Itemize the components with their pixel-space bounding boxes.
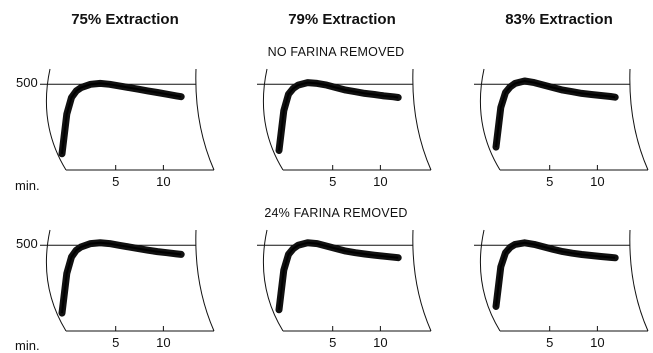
panel-1-3-left-axis	[479, 68, 501, 171]
panel-2-3-trace-line	[495, 241, 616, 307]
panel-2-1-x-tick-label-5: 5	[112, 335, 119, 350]
row-title-no-farina: NO FARINA REMOVED	[267, 45, 405, 59]
x-unit-label-row1: min.	[15, 178, 40, 193]
panel-1-1-x-tick-label-5: 5	[112, 174, 119, 189]
panel-2-2-trace-line	[278, 241, 399, 310]
panel-2-2-trace-band	[275, 239, 402, 314]
panel-1-3-right-axis	[629, 68, 649, 171]
panel-1-2-x-tick-label-5: 5	[329, 174, 336, 189]
x-unit-label-row2: min.	[15, 338, 40, 353]
panel-2-2-right-axis	[412, 229, 432, 332]
y-tick-500-row1: 500	[16, 75, 38, 90]
panel-2-2-x-tick-label-5: 5	[329, 335, 336, 350]
panel-2-1-x-tick-label-10: 10	[156, 335, 170, 350]
panel-2-3-x-tick-label-10: 10	[590, 335, 604, 350]
panel-2-1-trace-band	[58, 239, 185, 317]
panel-2-3-trace-band	[492, 239, 619, 310]
panel-2-1-trace-line	[61, 241, 182, 314]
panel-1-1-left-axis	[45, 68, 67, 171]
panel-1-2-left-axis	[262, 68, 284, 171]
row-title-24-farina: 24% FARINA REMOVED	[264, 206, 408, 220]
panel-2-1-left-axis	[45, 229, 67, 332]
panel-1-3-x-tick-label-5: 5	[546, 174, 553, 189]
panel-2-2-x-tick-label-10: 10	[373, 335, 387, 350]
panel-1-2-x-tick-label-10: 10	[373, 174, 387, 189]
panel-1-2-right-axis	[412, 68, 432, 171]
panel-2-3-right-axis	[629, 229, 649, 332]
column-title-79: 79% Extraction	[288, 11, 396, 28]
panel-1-3-x-tick-label-10: 10	[590, 174, 604, 189]
panel-2-2-left-axis	[262, 229, 284, 332]
column-title-83: 83% Extraction	[505, 11, 613, 28]
panel-1-3-trace-band	[492, 77, 619, 151]
panel-1-2-trace-line	[278, 81, 399, 151]
panel-1-2-trace-band	[275, 79, 402, 154]
panel-2-3-left-axis	[479, 229, 501, 332]
column-title-75: 75% Extraction	[71, 11, 179, 28]
panel-1-1-trace-line	[61, 82, 182, 154]
panel-1-1-right-axis	[195, 68, 215, 171]
panel-2-1-right-axis	[195, 229, 215, 332]
panel-1-3-trace-line	[495, 80, 616, 148]
panel-1-1-x-tick-label-10: 10	[156, 174, 170, 189]
y-tick-500-row2: 500	[16, 236, 38, 251]
panel-2-3-x-tick-label-5: 5	[546, 335, 553, 350]
